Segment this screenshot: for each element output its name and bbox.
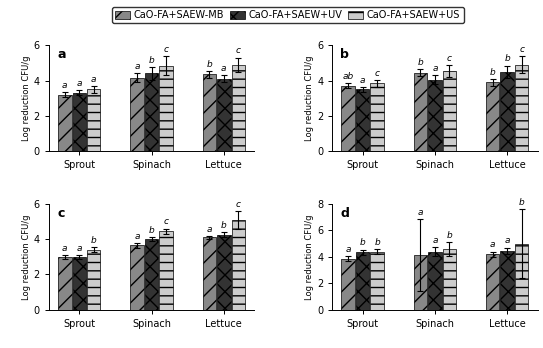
Text: b: b xyxy=(221,221,227,230)
Bar xyxy=(501,251,514,310)
Text: b: b xyxy=(149,226,154,235)
Bar xyxy=(370,83,384,151)
Bar xyxy=(501,72,514,151)
Bar xyxy=(145,73,158,151)
Text: b: b xyxy=(504,54,510,63)
Bar xyxy=(414,73,427,151)
Text: a: a xyxy=(62,81,67,90)
Text: ab: ab xyxy=(343,72,354,81)
Bar xyxy=(515,244,528,310)
Text: a: a xyxy=(207,224,212,234)
Bar xyxy=(231,220,245,310)
Bar xyxy=(87,89,100,151)
Text: c: c xyxy=(236,47,241,55)
Bar xyxy=(356,89,369,151)
Bar xyxy=(203,74,216,151)
Bar xyxy=(130,245,144,310)
Text: c: c xyxy=(375,69,380,78)
Bar xyxy=(73,93,86,151)
Text: b: b xyxy=(149,56,154,65)
Bar xyxy=(217,235,231,310)
Text: a: a xyxy=(432,64,438,73)
Text: a: a xyxy=(221,64,226,73)
Text: b: b xyxy=(519,198,525,207)
Text: b: b xyxy=(418,58,424,67)
Text: a: a xyxy=(418,208,423,217)
Bar xyxy=(159,65,173,151)
Bar xyxy=(159,231,173,310)
Bar xyxy=(217,79,231,151)
Bar xyxy=(414,255,427,310)
Bar xyxy=(342,86,355,151)
Bar xyxy=(443,71,456,151)
Bar xyxy=(145,239,158,310)
Bar xyxy=(58,257,72,310)
Bar xyxy=(342,259,355,310)
Bar xyxy=(515,65,528,151)
Bar xyxy=(486,254,500,310)
Text: a: a xyxy=(57,48,66,61)
Bar xyxy=(58,95,72,151)
Text: a: a xyxy=(360,76,365,85)
Text: a: a xyxy=(490,240,496,250)
Text: b: b xyxy=(446,231,452,240)
Text: c: c xyxy=(519,45,524,54)
Bar xyxy=(130,78,144,151)
Bar xyxy=(356,252,369,310)
Text: b: b xyxy=(374,238,380,247)
Bar xyxy=(203,237,216,310)
Text: c: c xyxy=(163,218,168,227)
Text: b: b xyxy=(359,238,365,247)
Text: a: a xyxy=(134,232,140,240)
Bar xyxy=(428,80,441,151)
Text: a: a xyxy=(77,244,82,253)
Text: a: a xyxy=(432,236,438,245)
Text: a: a xyxy=(91,75,97,84)
Text: d: d xyxy=(340,207,349,220)
Bar xyxy=(231,65,245,151)
Bar xyxy=(87,250,100,310)
Bar xyxy=(428,252,441,310)
Legend: CaO-FA+SAEW-MB, CaO-FA+SAEW+UV, CaO-FA+SAEW+US: CaO-FA+SAEW-MB, CaO-FA+SAEW+UV, CaO-FA+S… xyxy=(112,7,464,23)
Text: b: b xyxy=(206,60,212,69)
Text: b: b xyxy=(340,48,349,61)
Text: a: a xyxy=(345,245,351,254)
Text: c: c xyxy=(236,200,241,209)
Bar xyxy=(370,252,384,310)
Text: b: b xyxy=(91,236,97,245)
Text: b: b xyxy=(490,68,496,77)
Text: c: c xyxy=(57,207,65,220)
Text: a: a xyxy=(504,236,510,245)
Y-axis label: Log reduction CFU/g: Log reduction CFU/g xyxy=(305,214,314,300)
Text: a: a xyxy=(134,62,140,71)
Text: a: a xyxy=(77,79,82,88)
Bar xyxy=(73,257,86,310)
Text: c: c xyxy=(447,54,452,63)
Text: a: a xyxy=(62,244,67,253)
Bar xyxy=(443,249,456,310)
Y-axis label: Log reduction CFU/g: Log reduction CFU/g xyxy=(22,214,31,300)
Bar xyxy=(486,82,500,151)
Text: c: c xyxy=(163,45,168,54)
Y-axis label: Log reduction CFU/g: Log reduction CFU/g xyxy=(22,55,31,141)
Y-axis label: Log reduction CFU/g: Log reduction CFU/g xyxy=(305,55,314,141)
